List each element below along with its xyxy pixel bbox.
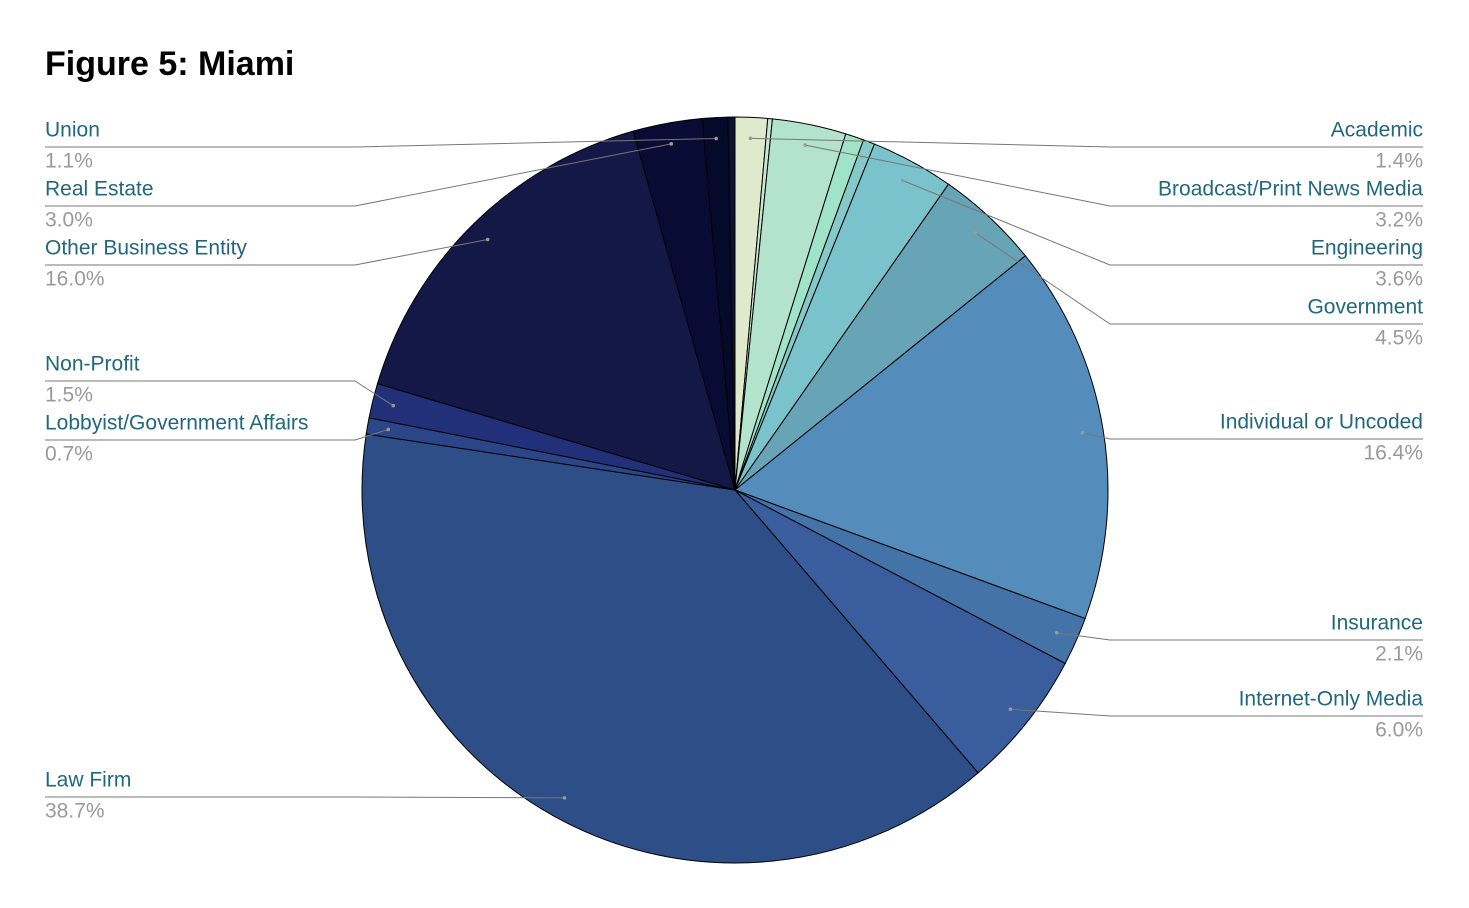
slice-value-label: 16.4% xyxy=(1363,442,1423,465)
leader-line xyxy=(45,380,394,407)
pie-slice xyxy=(376,130,736,491)
slice-value-label: 1.1% xyxy=(45,150,93,173)
slice-label: Broadcast/Print News Media xyxy=(1158,178,1423,201)
slice-value-label: 3.2% xyxy=(1375,209,1423,232)
leader-dot xyxy=(803,143,808,147)
leader-dot xyxy=(1054,631,1059,635)
slice-label: Union xyxy=(45,119,100,142)
leader-line xyxy=(45,796,565,799)
slice-value-label: 16.0% xyxy=(45,268,105,291)
slice-label: Engineering xyxy=(1311,237,1423,260)
leader-line xyxy=(902,180,1423,266)
slice-label: Insurance xyxy=(1331,612,1423,635)
slice-label: Lobbyist/Government Affairs xyxy=(45,412,308,435)
slice-value-label: 3.6% xyxy=(1375,268,1423,291)
pie-slice xyxy=(727,116,736,491)
leader-dot xyxy=(900,178,905,183)
slice-label: Internet-Only Media xyxy=(1239,688,1424,711)
slice-label: Non-Profit xyxy=(45,353,140,376)
leader-dot xyxy=(485,237,490,242)
slice-value-label: 0.7% xyxy=(45,443,93,466)
leader-line xyxy=(45,429,389,441)
pie-slice xyxy=(733,255,1109,620)
slice-label: Individual or Uncoded xyxy=(1220,411,1423,434)
slice-value-label: 4.5% xyxy=(1375,327,1423,350)
chart-title: Figure 5: Miami xyxy=(45,45,294,83)
slice-value-label: 38.7% xyxy=(45,800,105,823)
leader-line xyxy=(805,144,1423,207)
slice-value-label: 1.4% xyxy=(1375,150,1423,173)
leader-line xyxy=(1056,632,1423,641)
leader-dot xyxy=(973,230,977,235)
slice-value-label: 6.0% xyxy=(1375,719,1423,742)
leader-line xyxy=(974,232,1423,325)
slice-value-label: 1.5% xyxy=(45,384,93,407)
slice-label: Government xyxy=(1307,296,1423,319)
leader-dot xyxy=(386,427,391,432)
leader-line xyxy=(1010,708,1423,717)
leader-dot xyxy=(669,142,674,146)
leader-dot xyxy=(391,403,396,408)
leader-dot xyxy=(562,796,567,800)
slice-value-label: 2.1% xyxy=(1375,643,1423,666)
leader-line xyxy=(45,138,717,148)
leader-line xyxy=(45,143,672,207)
pie-slice xyxy=(734,489,1066,774)
leader-dot xyxy=(714,136,719,141)
slice-label: Other Business Entity xyxy=(45,237,247,260)
leader-line xyxy=(45,239,488,266)
slice-value-label: 3.0% xyxy=(45,209,93,232)
slice-label: Law Firm xyxy=(45,769,131,792)
pie-slice xyxy=(361,433,979,864)
leader-dot xyxy=(1080,430,1085,435)
leader-line xyxy=(750,137,1423,148)
slice-label: Academic xyxy=(1331,119,1423,142)
leader-dot xyxy=(748,136,753,141)
leader-line xyxy=(1082,432,1423,440)
leader-dot xyxy=(1008,707,1013,712)
slice-label: Real Estate xyxy=(45,178,154,201)
